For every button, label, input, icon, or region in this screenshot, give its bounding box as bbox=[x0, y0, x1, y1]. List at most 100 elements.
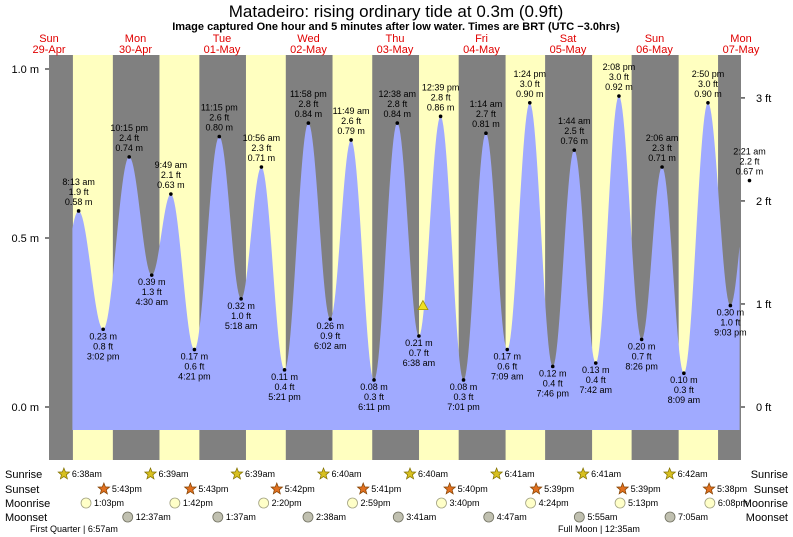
sunrise-time: 6:40am bbox=[332, 469, 362, 479]
tide-point-high: 1:44 am2.5 ft0.76 m bbox=[558, 116, 591, 152]
tide-label: 1.3 ft bbox=[142, 287, 163, 297]
tide-label: 0.84 m bbox=[295, 109, 323, 119]
sun-moon-events: Sunrise Sunrise Sunset Sunset Moonrise Moonri… bbox=[5, 467, 788, 524]
tide-point-low: 0.26 m0.9 ft6:02 am bbox=[314, 317, 347, 351]
moonrise-time: 1:03pm bbox=[94, 498, 124, 508]
tide-dot bbox=[706, 101, 710, 105]
day-labels: Sun29-AprMon30-AprTue01-MayWed02-MayThu0… bbox=[32, 33, 759, 56]
tide-label: 2.7 ft bbox=[476, 109, 497, 119]
tide-label: 11:58 pm bbox=[290, 89, 327, 99]
tide-dot bbox=[417, 334, 421, 338]
sunset-icon bbox=[270, 482, 284, 495]
tide-point-high: 11:15 pm2.6 ft0.80 m bbox=[201, 103, 238, 139]
row-label-right: Sunset bbox=[754, 484, 788, 496]
tide-label: 0.71 m bbox=[648, 153, 676, 163]
moonset-icon bbox=[664, 511, 676, 523]
tide-label: 1:24 pm bbox=[514, 69, 547, 79]
tide-point-low: 0.13 m0.4 ft7:42 am bbox=[579, 361, 612, 395]
day-date-label: 01-May bbox=[204, 44, 241, 56]
tide-label: 0.81 m bbox=[472, 119, 500, 129]
tide-dot bbox=[328, 317, 333, 321]
tide-point-high: 1:24 pm3.0 ft0.90 m bbox=[514, 69, 547, 105]
tide-dot bbox=[101, 327, 105, 332]
sunset-time: 5:38pm bbox=[717, 484, 747, 494]
tide-dot bbox=[593, 361, 598, 365]
tide-point-high: 11:49 am2.6 ft0.79 m bbox=[333, 106, 370, 142]
tide-label: 0.7 ft bbox=[632, 351, 653, 361]
sunrise-icon bbox=[489, 467, 504, 480]
tide-point-high: 2:50 pm3.0 ft0.90 m bbox=[692, 69, 724, 105]
tide-label: 3:02 pm bbox=[87, 351, 120, 361]
tide-label: 3.0 ft bbox=[520, 79, 541, 89]
tide-label: 0.86 m bbox=[427, 102, 455, 112]
tide-point-low: 0.08 m0.3 ft6:11 pm bbox=[358, 378, 390, 412]
moonset-time: 5:55am bbox=[587, 512, 617, 522]
tide-point-high: 9:49 am2.1 ft0.63 m bbox=[155, 160, 187, 196]
tide-label: 0.26 m bbox=[316, 321, 344, 331]
tide-dot bbox=[550, 364, 555, 369]
tide-dot bbox=[484, 131, 488, 136]
moonrise-icon bbox=[347, 497, 358, 509]
sunset-icon bbox=[529, 482, 543, 495]
tide-label: 7:46 pm bbox=[536, 388, 569, 398]
moonrise-icon bbox=[525, 497, 537, 509]
tide-label: 0.74 m bbox=[115, 143, 143, 153]
tide-label: 0.63 m bbox=[157, 180, 185, 190]
moonrise-icon bbox=[258, 497, 270, 509]
tide-label: 0.12 m bbox=[539, 368, 567, 378]
sunrise-time: 6:39am bbox=[158, 469, 188, 479]
tide-dot bbox=[660, 165, 664, 169]
tide-label: 1.0 ft bbox=[720, 318, 741, 328]
sunset-icon bbox=[443, 482, 457, 495]
moonrise-time: 1:42pm bbox=[183, 498, 213, 508]
moonrise-icon bbox=[704, 497, 716, 509]
day-date-label: 07-May bbox=[723, 44, 760, 56]
tide-label: 0.10 m bbox=[670, 375, 698, 385]
tide-dot bbox=[527, 101, 532, 105]
tide-point-high: 12:39 pm2.8 ft0.86 m bbox=[422, 82, 459, 119]
full-moon-label: Full Moon | 12:35am bbox=[558, 524, 640, 534]
tide-label: 2:06 am bbox=[646, 133, 679, 143]
moonset-icon bbox=[122, 511, 134, 523]
tide-label: 0.4 ft bbox=[275, 382, 296, 392]
tide-label: 2.8 ft bbox=[431, 92, 452, 102]
tide-label: 0.90 m bbox=[694, 89, 722, 99]
sunrise-time: 6:38am bbox=[72, 469, 102, 479]
tide-label: 0.21 m bbox=[405, 338, 433, 348]
moonset-time: 4:47am bbox=[497, 512, 527, 522]
tide-label: 0.20 m bbox=[628, 341, 656, 351]
tide-dot bbox=[239, 297, 243, 301]
day-date-label: 29-Apr bbox=[32, 44, 65, 56]
tide-label: 8:26 pm bbox=[625, 361, 658, 371]
day-date-label: 05-May bbox=[550, 44, 587, 56]
sunrise-icon bbox=[576, 467, 590, 480]
tide-label: 0.7 ft bbox=[409, 348, 430, 358]
tide-label: 2:21 am bbox=[733, 147, 766, 157]
sunrise-time: 6:40am bbox=[418, 469, 448, 479]
tide-dot bbox=[372, 378, 376, 382]
tide-label: 12:38 am bbox=[379, 89, 417, 99]
tide-dot bbox=[306, 121, 311, 125]
tide-label: 5:21 pm bbox=[268, 392, 301, 402]
moonrise-time: 2:20pm bbox=[272, 498, 302, 508]
tide-label: 6:38 am bbox=[403, 358, 436, 368]
tide-label: 6:11 pm bbox=[358, 402, 390, 412]
right-axis-label: 3 ft bbox=[756, 93, 771, 105]
tide-point-high: 12:38 am2.8 ft0.84 m bbox=[379, 89, 417, 125]
page-subtitle: Image captured One hour and 5 minutes af… bbox=[172, 21, 620, 33]
tide-label: 7:42 am bbox=[579, 385, 612, 395]
tide-label: 0.17 m bbox=[494, 352, 522, 362]
moonrise-time: 4:24pm bbox=[539, 498, 569, 508]
moonrise-icon bbox=[80, 497, 92, 509]
first-quarter-label: First Quarter | 6:57am bbox=[30, 524, 118, 534]
tide-dot bbox=[217, 134, 222, 139]
tide-label: 0.4 ft bbox=[543, 378, 564, 388]
right-axis-label: 2 ft bbox=[756, 196, 771, 208]
tide-dot bbox=[127, 155, 131, 159]
day-date-label: 03-May bbox=[377, 44, 414, 56]
day-name-label: Fri bbox=[475, 33, 488, 45]
tide-label: 3.0 ft bbox=[698, 79, 719, 89]
day-name-label: Thu bbox=[386, 33, 405, 45]
left-axis-label: 0.5 m bbox=[11, 233, 39, 245]
